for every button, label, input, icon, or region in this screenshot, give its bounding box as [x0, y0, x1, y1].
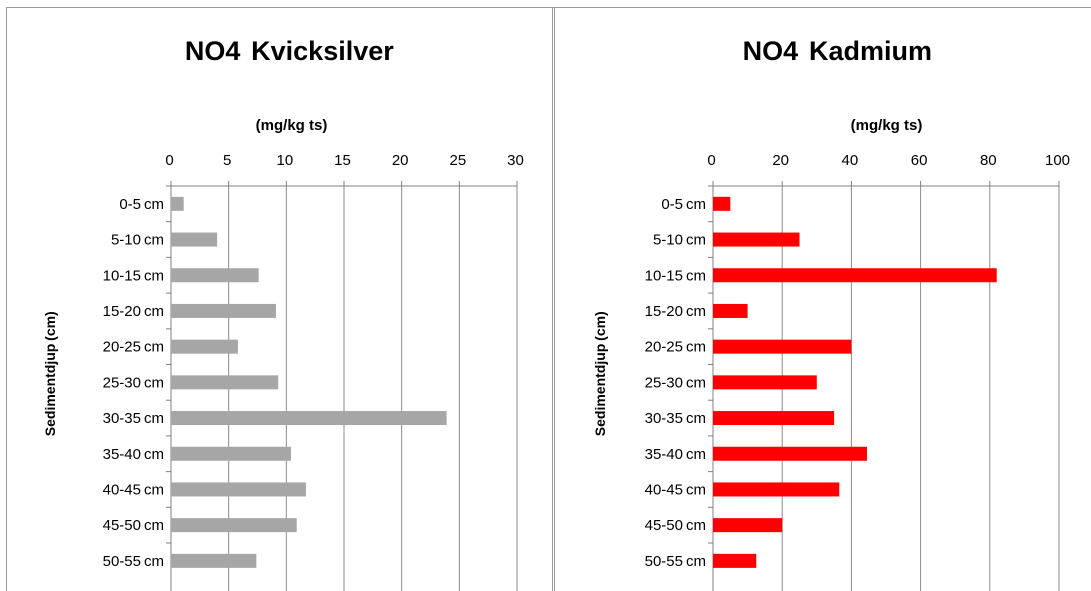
y-tick-label: 15-20 cm	[103, 303, 167, 320]
chart-kadmium-svg: NO4 Kadmium (mg/kg ts) 0 20 40 60 80 100…	[592, 36, 1073, 591]
y-tick-label: 45-50 cm	[645, 517, 709, 534]
x-axis-title: (mg/kg ts)	[851, 117, 926, 134]
chart-frame	[6, 7, 1091, 591]
y-tick-label: 50-55 cm	[103, 553, 167, 570]
x-axis-title: (mg/kg ts)	[256, 117, 331, 134]
bar-6	[713, 375, 817, 390]
bar-7	[171, 411, 447, 426]
x-tick-label: 20	[392, 152, 412, 169]
bar-10	[171, 518, 297, 533]
bar-4	[713, 303, 748, 318]
y-tick-label: 0-5 cm	[661, 196, 709, 213]
x-tick-label: 0	[707, 152, 718, 169]
chart-title: NO4 Kadmium	[743, 36, 938, 66]
x-tick-label: 20	[772, 152, 792, 169]
x-tick-label: 15	[334, 152, 354, 169]
bar-8	[171, 446, 291, 461]
x-tick-label: 80	[980, 152, 1000, 169]
bar-9	[713, 482, 840, 497]
bar-11	[171, 553, 257, 568]
bar-6	[171, 375, 279, 390]
x-tick-label: 0	[165, 152, 176, 169]
y-tick-label: 5-10 cm	[111, 232, 167, 249]
y-axis-title: Sedimentdjup (cm)	[42, 308, 58, 436]
y-tick-label: 25-30 cm	[645, 374, 709, 391]
panel-divider	[552, 7, 555, 591]
bar-5	[713, 339, 852, 354]
chart-title: NO4 Kvicksilver	[185, 36, 399, 66]
y-tick-label: 5-10 cm	[653, 232, 709, 249]
bar-10	[713, 518, 783, 533]
y-tick-label: 20-25 cm	[645, 339, 709, 356]
x-tick-label: 5	[223, 152, 234, 169]
bar-1	[713, 196, 731, 211]
y-tick-label: 40-45 cm	[103, 481, 167, 498]
chart-kvicksilver: NO4 Kvicksilver (mg/kg ts) 0 5 10 15 20 …	[7, 8, 552, 591]
y-tick-label: 30-35 cm	[103, 410, 167, 427]
x-tick-label: 10	[276, 152, 296, 169]
y-tick-label: 40-45 cm	[645, 481, 709, 498]
x-tick-label: 30	[507, 152, 527, 169]
bar-11	[713, 553, 757, 568]
y-tick-label: 50-55 cm	[645, 553, 709, 570]
bar-8	[713, 446, 867, 461]
y-tick-label: 35-40 cm	[645, 446, 709, 463]
y-tick-label: 10-15 cm	[103, 267, 167, 284]
x-tick-label: 40	[842, 152, 862, 169]
y-tick-label: 25-30 cm	[103, 374, 167, 391]
bar-2	[171, 232, 218, 247]
x-tick-label: 60	[911, 152, 931, 169]
chart-kvicksilver-svg: NO4 Kvicksilver (mg/kg ts) 0 5 10 15 20 …	[42, 36, 527, 591]
bar-5	[171, 339, 238, 354]
y-tick-label: 35-40 cm	[103, 446, 167, 463]
bar-3	[713, 268, 997, 283]
y-tick-label: 10-15 cm	[645, 267, 709, 284]
bar-4	[171, 303, 276, 318]
bar-7	[713, 411, 835, 426]
bar-1	[171, 196, 184, 211]
chart-kadmium: NO4 Kadmium (mg/kg ts) 0 20 40 60 80 100…	[556, 8, 1091, 591]
bar-2	[713, 232, 800, 247]
x-tick-label: 100	[1045, 152, 1073, 169]
y-tick-label: 45-50 cm	[103, 517, 167, 534]
y-axis-title: Sedimentdjup (cm)	[592, 308, 608, 436]
y-tick-label: 0-5 cm	[119, 196, 167, 213]
y-tick-label: 30-35 cm	[645, 410, 709, 427]
y-tick-label: 20-25 cm	[103, 339, 167, 356]
x-tick-label: 25	[449, 152, 469, 169]
bar-9	[171, 482, 306, 497]
y-tick-label: 15-20 cm	[645, 303, 709, 320]
bar-3	[171, 268, 259, 283]
